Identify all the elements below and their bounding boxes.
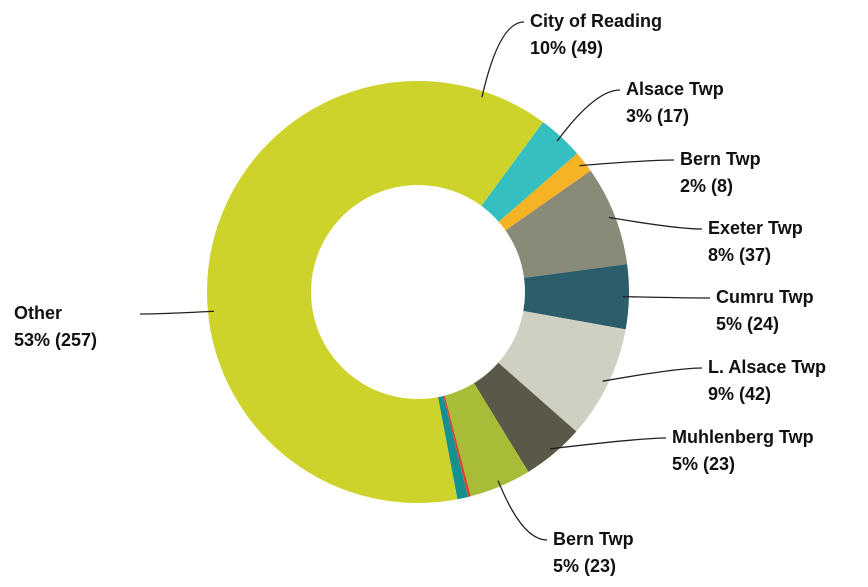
slice [207,81,458,503]
slice-value-label: 5% (23) [553,556,616,576]
slice-label: L. Alsace Twp [708,357,826,377]
slice-value-label: 9% (42) [708,384,771,404]
slice-value-label: 10% (49) [530,38,603,58]
leader-line [481,21,525,98]
slice [481,122,578,222]
leader-line [549,437,667,450]
slice [498,153,591,231]
leader-line [579,159,675,167]
slice-label: City of Reading [530,11,662,31]
slice-label: Cumru Twp [716,287,814,307]
slice-label: Alsace Twp [626,79,724,99]
slice [418,81,544,206]
slice-value-label: 2% (8) [680,176,733,196]
slice [523,264,629,330]
slice [498,310,626,432]
slice-value-label: 3% (17) [626,106,689,126]
slice [443,395,471,497]
slice-label: Other [14,303,62,323]
slice [473,362,577,472]
slice-value-label: 8% (37) [708,245,771,265]
leader-line [139,310,214,315]
leader-line [497,480,548,541]
slice [437,395,469,500]
slice-label: Muhlenberg Twp [672,427,814,447]
slice [505,170,628,278]
slice-value-label: 53% (257) [14,330,97,350]
slice-value-label: 5% (23) [672,454,735,474]
leader-line [602,367,703,382]
leader-line [556,89,621,142]
slice-label: Exeter Twp [708,218,803,238]
leader-line [622,295,711,299]
slice-label: Bern Twp [680,149,761,169]
slice-value-label: 5% (24) [716,314,779,334]
slice-label: Bern Twp [553,529,634,549]
slice [444,383,529,497]
leader-line [608,216,703,230]
